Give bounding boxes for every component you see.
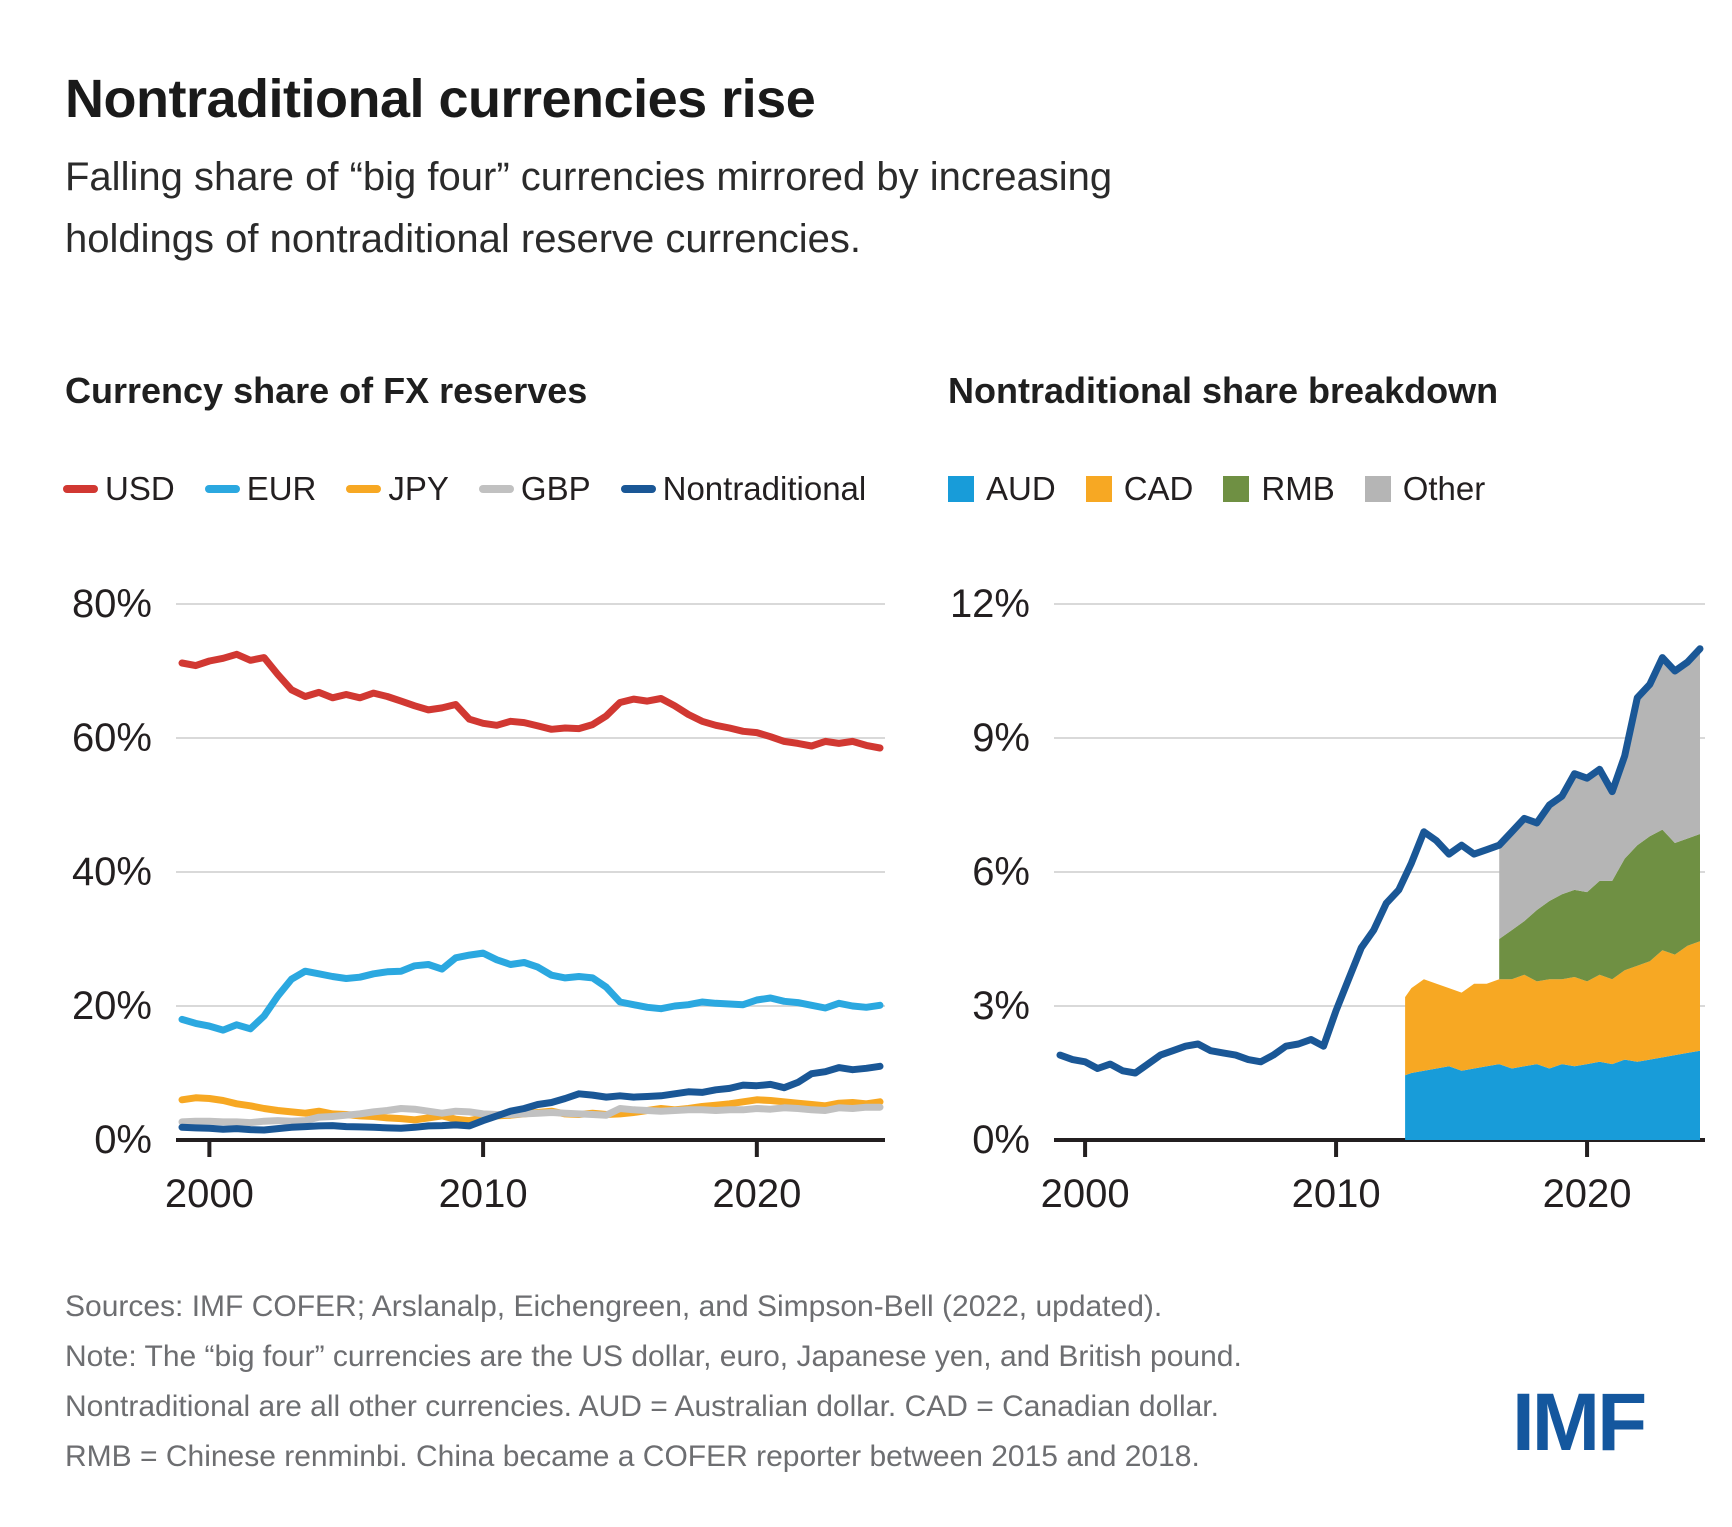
legend-item-rmb: RMB [1223,470,1335,508]
imf-logo: IMF [1512,1377,1647,1468]
right-chart-legend: AUD CAD RMB Other [948,470,1485,508]
y-tick-label: 60% [72,716,152,760]
legend-label: Nontraditional [662,470,867,507]
y-tick-label: 12% [950,582,1030,626]
legend-item-aud: AUD [948,470,1056,508]
x-tick-label: 2020 [712,1172,801,1216]
gbp-swatch-icon [478,485,514,493]
legend-item-other: Other [1364,470,1486,508]
usd-swatch-icon [63,485,98,493]
left-chart-title: Currency share of FX reserves [65,370,588,411]
right-chart-title: Nontraditional share breakdown [948,370,1499,411]
y-tick-label: 20% [72,984,152,1028]
legend-label: CAD [1123,470,1194,507]
other-swatch-icon [1364,476,1391,502]
page-subtitle: Falling share of “big four” currencies m… [65,155,1113,261]
legend-item-usd: USD [63,470,175,508]
legend-label: AUD [986,470,1056,507]
x-tick-label: 2000 [165,1172,254,1216]
eur-swatch-icon [204,485,240,493]
footer-line: Nontraditional are all other currencies.… [65,1390,1219,1424]
gbp-line [178,1103,884,1127]
legend-item-cad: CAD [1085,470,1194,508]
footer-line: Note: The “big four” currencies are the … [65,1340,1242,1374]
y-tick-label: 0% [972,1118,1030,1162]
y-tick-label: 9% [972,716,1030,760]
legend-label: USD [105,470,175,507]
usd-line [178,650,884,752]
y-tick-label: 80% [72,582,152,626]
y-tick-label: 0% [94,1118,152,1162]
legend-item-nontraditional: Nontraditional [620,470,867,508]
rmb-area [1499,829,1700,982]
nontraditional-total-line [1056,645,1704,1077]
legend-label: GBP [520,470,591,507]
aud-area [1405,1050,1700,1140]
cad-swatch-icon [1085,476,1112,502]
y-tick-label: 6% [972,850,1030,894]
y-tick-label: 40% [72,850,152,894]
nontraditional-swatch-icon [620,485,656,493]
rmb-swatch-icon [1223,476,1250,502]
y-tick-label: 3% [972,984,1030,1028]
legend-item-jpy: JPY [346,470,449,508]
left-chart-legend: USD EUR JPY GBP Nontraditional [63,470,866,508]
legend-label: EUR [246,470,317,507]
eur-line [178,949,884,1034]
x-tick-label: 2000 [1041,1172,1130,1216]
x-tick-label: 2010 [1292,1172,1381,1216]
jpy-swatch-icon [346,485,382,493]
footer-notes: Sources: IMF COFER; Arslanalp, Eichengre… [65,1282,1242,1482]
x-tick-label: 2010 [439,1172,528,1216]
legend-item-gbp: GBP [478,470,591,508]
x-tick-label: 2020 [1543,1172,1632,1216]
cad-area [1405,941,1700,1076]
other-area [1499,648,1700,939]
footer-line: RMB = Chinese renminbi. China became a C… [65,1440,1200,1474]
legend-label: Other [1402,470,1486,507]
nontraditional-line [178,1062,884,1134]
aud-swatch-icon [948,476,974,502]
legend-item-eur: EUR [204,470,317,508]
footer-line: Sources: IMF COFER; Arslanalp, Eichengre… [65,1290,1163,1323]
legend-label: RMB [1261,470,1335,507]
page-title: Nontraditional currencies rise [65,69,816,129]
legend-label: JPY [388,470,449,507]
